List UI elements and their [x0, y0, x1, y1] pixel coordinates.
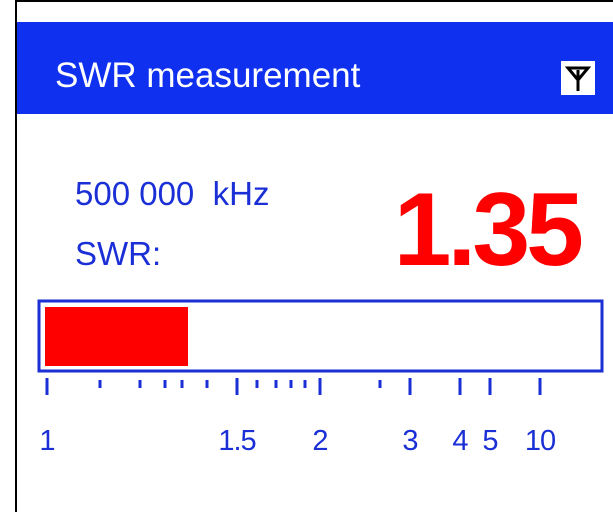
- scale-label: 4: [452, 425, 468, 457]
- frequency: 500 000 kHz: [75, 175, 269, 212]
- gauge-frame: [37, 299, 604, 373]
- swr-value: 1.35: [394, 172, 582, 288]
- header-bar: [17, 22, 613, 114]
- scale-label: 1: [39, 425, 54, 457]
- scale-label: 10: [525, 425, 555, 457]
- swr-label: SWR:: [75, 235, 161, 272]
- header-title: SWR measurement: [55, 56, 361, 95]
- gauge-fill: [45, 307, 188, 366]
- antenna-icon: [561, 61, 595, 95]
- scale-label: 2: [312, 425, 327, 457]
- scale-label: 1.5: [218, 425, 255, 457]
- minor-ticks: [98, 380, 382, 388]
- scale-label: 3: [402, 425, 417, 457]
- gauge: [98, 380, 382, 388]
- scale-label: 5: [482, 425, 497, 457]
